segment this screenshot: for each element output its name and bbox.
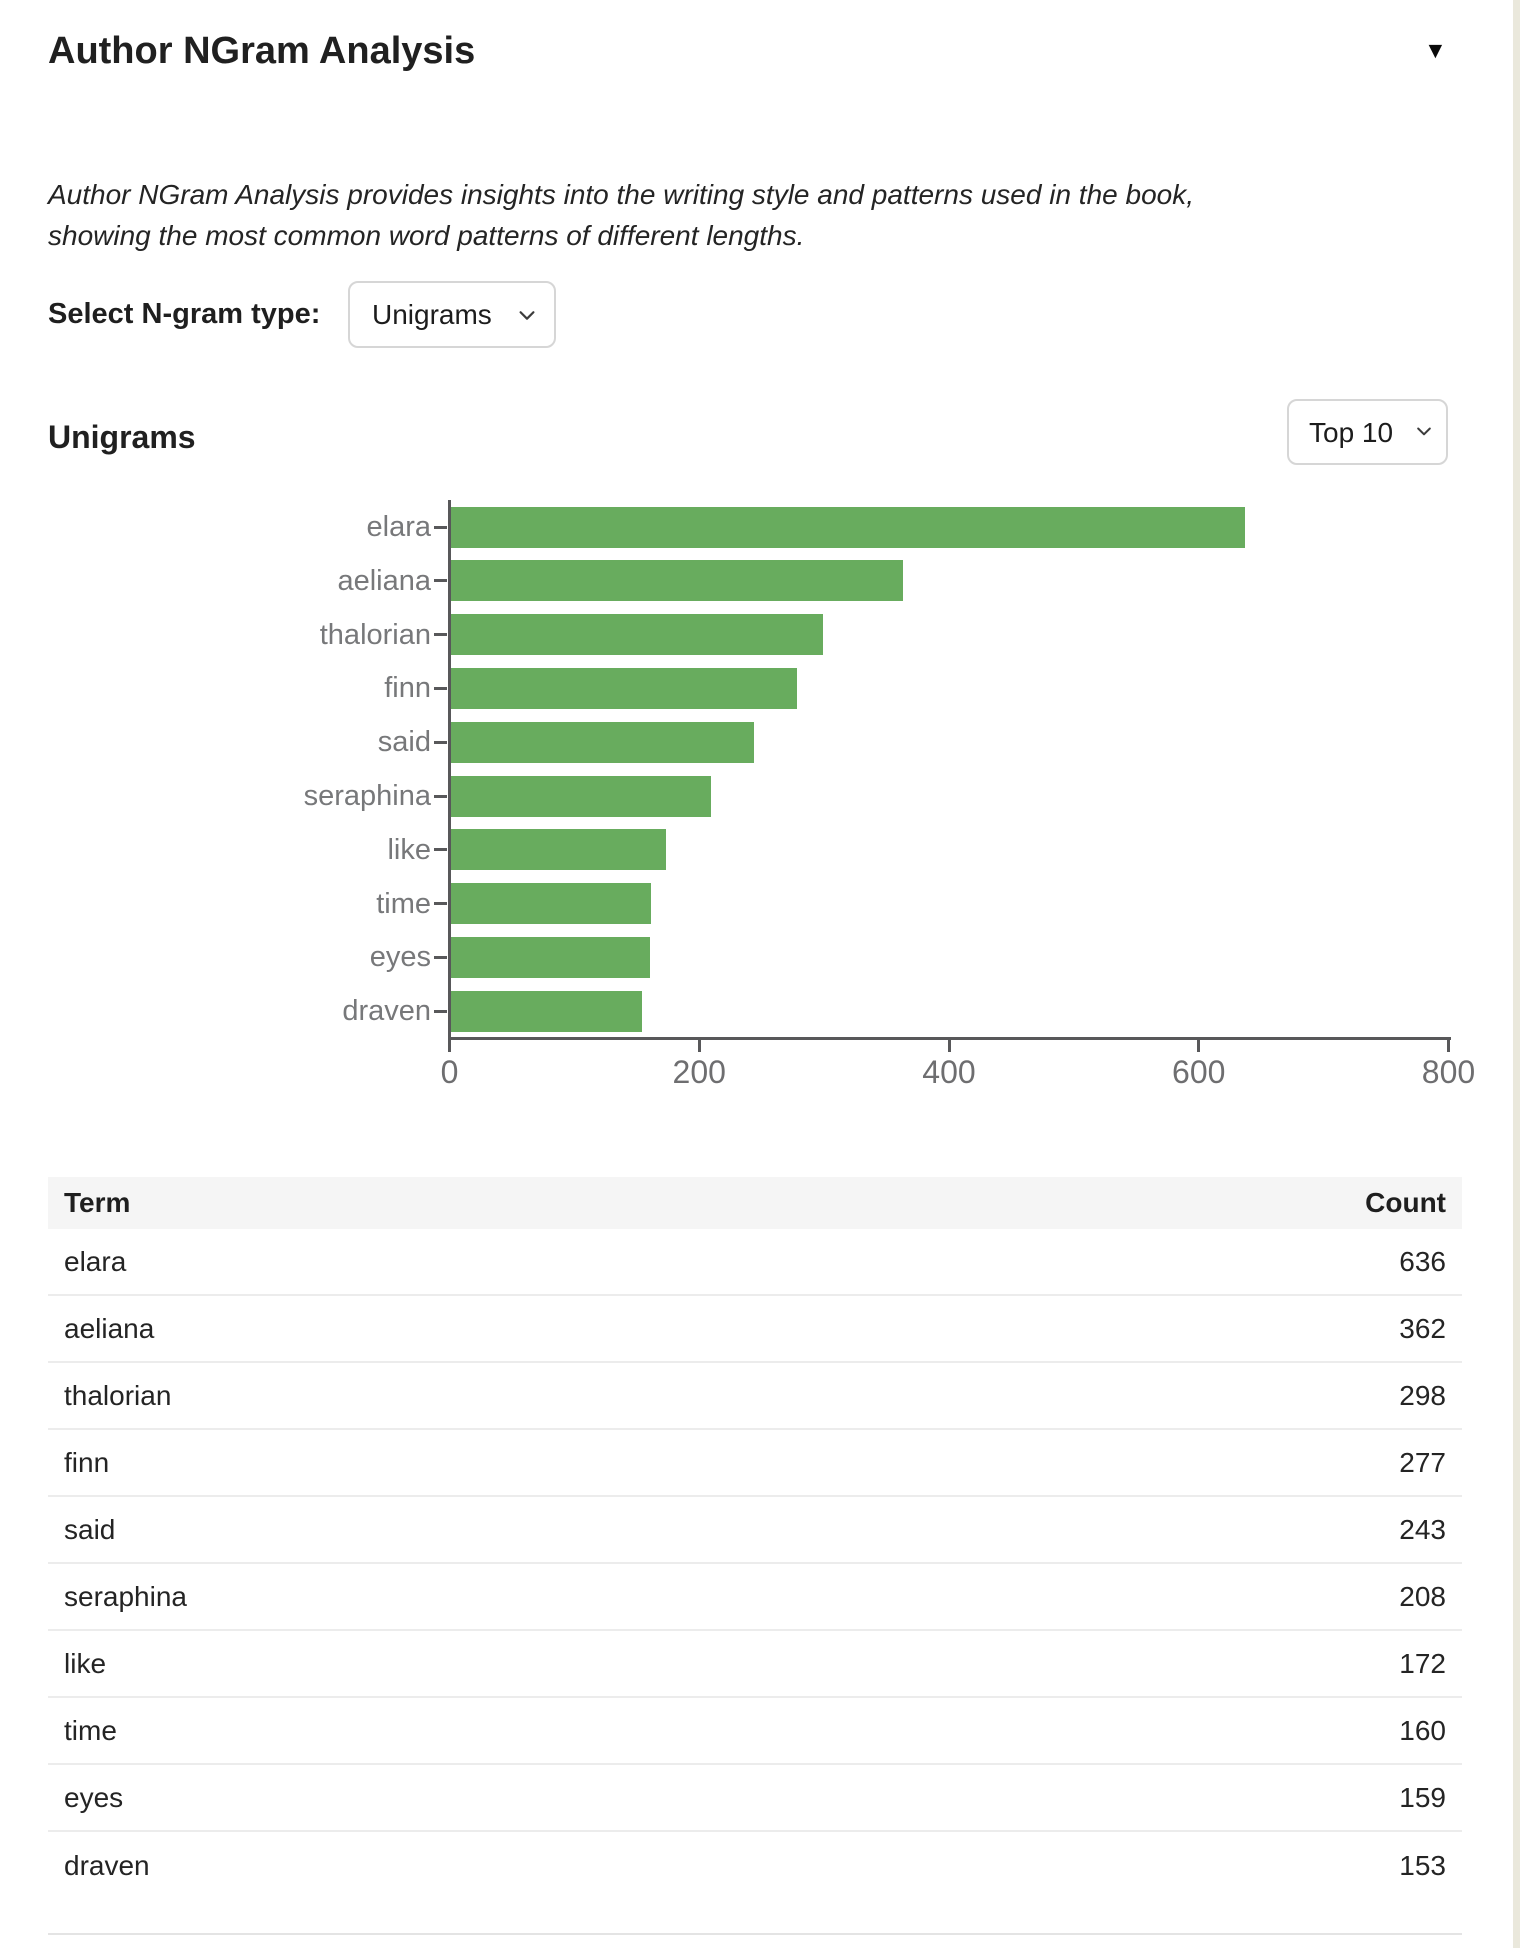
term-cell: thalorian bbox=[64, 1379, 172, 1411]
bar bbox=[451, 883, 651, 925]
y-axis-label: aeliana bbox=[337, 564, 431, 597]
y-tick-mark bbox=[434, 579, 447, 583]
description-text: Author NGram Analysis provides insights … bbox=[48, 174, 1194, 256]
section-divider bbox=[48, 1933, 1462, 1935]
table-row: draven 153 bbox=[48, 1832, 1462, 1899]
y-axis-label: seraphina bbox=[303, 780, 431, 812]
description-line: showing the most common word patterns of… bbox=[48, 220, 805, 251]
y-axis-label: elara bbox=[366, 511, 432, 543]
x-tick-mark bbox=[947, 1040, 951, 1052]
bar bbox=[451, 614, 823, 656]
x-tick-label: 600 bbox=[1172, 1054, 1226, 1090]
chart-section-heading: Unigrams bbox=[48, 419, 196, 455]
y-tick-mark bbox=[434, 794, 447, 798]
term-cell: eyes bbox=[64, 1781, 124, 1813]
count-cell: 277 bbox=[1399, 1446, 1446, 1478]
x-tick-mark bbox=[448, 1040, 451, 1052]
x-tick-mark bbox=[1447, 1040, 1450, 1052]
ngram-type-select-wrap: Unigrams bbox=[348, 281, 556, 348]
y-tick-mark bbox=[434, 848, 447, 852]
y-axis-label: thalorian bbox=[319, 618, 431, 651]
count-cell: 159 bbox=[1399, 1781, 1446, 1813]
count-cell: 636 bbox=[1399, 1245, 1446, 1277]
x-tick-label: 400 bbox=[922, 1054, 976, 1090]
y-axis-line bbox=[448, 500, 451, 1040]
count-cell: 298 bbox=[1399, 1379, 1446, 1411]
y-axis-label: time bbox=[376, 887, 431, 920]
term-cell: finn bbox=[64, 1446, 110, 1478]
term-cell: aeliana bbox=[64, 1312, 155, 1344]
y-tick-mark bbox=[434, 1009, 447, 1013]
bar bbox=[451, 775, 711, 817]
ngram-type-label: Select N-gram type: bbox=[48, 298, 321, 330]
count-cell: 362 bbox=[1399, 1312, 1446, 1344]
bar bbox=[451, 667, 797, 709]
y-tick-mark bbox=[434, 525, 447, 529]
y-axis-label: finn bbox=[384, 672, 431, 705]
bar bbox=[451, 560, 903, 602]
table-row: time 160 bbox=[48, 1698, 1462, 1765]
count-cell: 243 bbox=[1399, 1513, 1446, 1545]
term-cell: seraphina bbox=[64, 1580, 187, 1612]
table-row: thalorian 298 bbox=[48, 1363, 1462, 1430]
y-tick-mark bbox=[434, 740, 447, 744]
accordion-title: Author NGram Analysis bbox=[48, 30, 476, 72]
terms-table: Term Count elara 636 aeliana 362 thalorian 29… bbox=[48, 1177, 1462, 1899]
window-edge-strip bbox=[1513, 0, 1520, 1948]
y-tick-mark bbox=[434, 686, 447, 690]
count-cell: 153 bbox=[1399, 1849, 1446, 1881]
table-row: aeliana 362 bbox=[48, 1296, 1462, 1363]
y-axis-label: like bbox=[387, 833, 431, 866]
x-tick-label: 0 bbox=[440, 1054, 459, 1090]
description-line: Author NGram Analysis provides insights … bbox=[48, 179, 1194, 210]
unigram-bar-chart: elara aeliana thalorian finn said seraphina li… bbox=[303, 500, 1476, 1090]
x-tick-mark bbox=[1197, 1040, 1201, 1052]
y-axis-label: draven bbox=[342, 995, 431, 1028]
table-row: seraphina 208 bbox=[48, 1564, 1462, 1631]
term-cell: elara bbox=[64, 1245, 127, 1277]
ngram-type-select[interactable]: Unigrams bbox=[348, 281, 556, 348]
table-row: finn 277 bbox=[48, 1430, 1462, 1497]
y-axis-label: said bbox=[377, 726, 431, 759]
count-column-header: Count bbox=[1365, 1187, 1446, 1218]
x-tick-label: 200 bbox=[672, 1054, 726, 1090]
term-column-header: Term bbox=[64, 1187, 131, 1218]
table-row: eyes 159 bbox=[48, 1765, 1462, 1832]
term-cell: time bbox=[64, 1714, 117, 1746]
bar bbox=[451, 936, 650, 978]
table-header-row: Term Count bbox=[48, 1177, 1462, 1229]
term-cell: draven bbox=[64, 1849, 150, 1881]
collapse-arrow-icon[interactable]: ▼ bbox=[1424, 37, 1447, 63]
count-cell: 172 bbox=[1399, 1647, 1446, 1679]
x-tick-label: 800 bbox=[1421, 1054, 1476, 1090]
y-tick-mark bbox=[434, 955, 447, 959]
count-cell: 160 bbox=[1399, 1714, 1446, 1746]
x-tick-mark bbox=[697, 1040, 701, 1052]
table-row: said 243 bbox=[48, 1497, 1462, 1564]
term-cell: like bbox=[64, 1647, 107, 1679]
term-cell: said bbox=[64, 1513, 116, 1545]
y-tick-mark bbox=[434, 633, 447, 637]
top-n-select-wrap: Top 10 bbox=[1287, 399, 1448, 465]
bar bbox=[451, 506, 1245, 548]
bar bbox=[451, 721, 754, 763]
bar bbox=[451, 829, 666, 871]
x-axis-line bbox=[448, 1037, 1451, 1040]
table-row: elara 636 bbox=[48, 1229, 1462, 1296]
y-tick-mark bbox=[434, 902, 447, 906]
table-row: like 172 bbox=[48, 1631, 1462, 1698]
count-cell: 208 bbox=[1399, 1580, 1446, 1612]
bar bbox=[451, 990, 642, 1032]
y-axis-label: eyes bbox=[369, 941, 431, 974]
